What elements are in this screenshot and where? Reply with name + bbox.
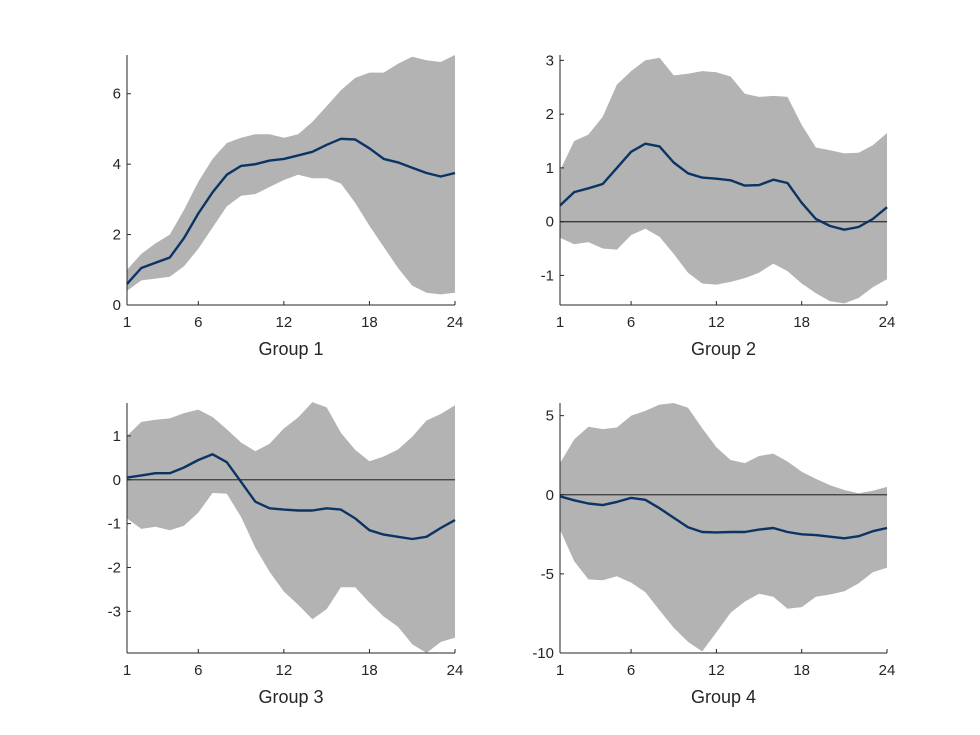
x-tick-label: 18 [793,662,810,679]
y-tick-label: 1 [546,160,554,177]
y-tick-label: -2 [108,559,121,576]
confidence-band [127,402,455,653]
y-tick-label: 6 [113,86,121,103]
x-axis-label: Group 3 [258,687,323,707]
x-axis-label: Group 2 [691,339,756,359]
median-line [559,142,888,231]
median-line [126,453,456,541]
x-tick-label: 12 [276,314,293,331]
x-tick-label: 1 [556,662,564,679]
x-axis-label: Group 4 [691,687,756,707]
median-line [559,495,888,540]
y-tick-label: -10 [532,645,554,662]
y-tick-label: 3 [546,52,554,69]
x-tick-label: 6 [194,662,202,679]
x-tick-label: 6 [627,662,635,679]
x-tick-label: 18 [361,314,378,331]
x-tick-label: 18 [361,662,378,679]
x-tick-label: 1 [123,662,131,679]
x-tick-label: 6 [194,314,202,331]
x-tick-label: 18 [793,314,810,331]
x-tick-label: 12 [708,314,725,331]
y-tick-label: 0 [546,487,554,504]
x-tick-label: 12 [276,662,293,679]
confidence-band [127,55,455,295]
x-tick-label: 1 [556,314,564,331]
y-tick-label: 1 [113,428,121,445]
y-tick-label: 4 [113,156,121,173]
x-tick-label: 24 [447,662,464,679]
x-tick-label: 24 [879,314,896,331]
y-tick-label: -5 [541,566,554,583]
y-tick-label: 0 [113,297,121,314]
y-tick-label: 0 [113,472,121,489]
y-tick-label: 2 [546,106,554,123]
y-tick-label: 5 [546,408,554,425]
y-tick-label: -3 [108,603,121,620]
x-tick-label: 12 [708,662,725,679]
median-line [126,137,456,285]
x-tick-label: 6 [627,314,635,331]
panel-3: 1 6 12 18 24 -3 -2 -1 0 1 Group 3 [108,402,464,707]
confidence-band [560,403,887,652]
x-axis-label: Group 1 [258,339,323,359]
panel-4: 1 6 12 18 24 -10 -5 0 5 Group 4 [532,403,895,707]
x-tick-label: 24 [879,662,896,679]
x-tick-label: 24 [447,314,464,331]
y-tick-label: -1 [108,516,121,533]
y-tick-label: -1 [541,267,554,284]
y-tick-label: 0 [546,214,554,231]
x-tick-label: 1 [123,314,131,331]
y-tick-label: 2 [113,227,121,244]
